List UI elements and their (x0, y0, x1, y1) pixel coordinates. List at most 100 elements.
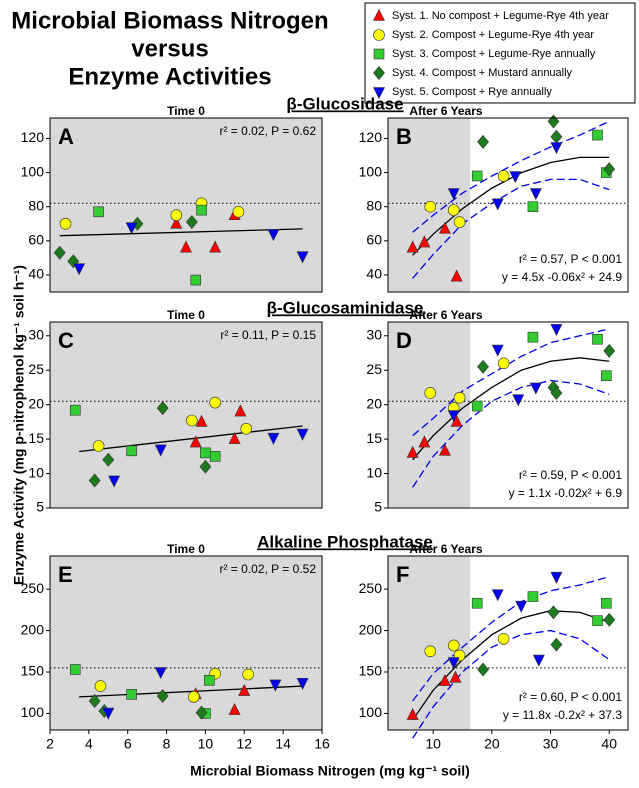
point (453, 391, 466, 404)
y-tick-label: 150 (21, 663, 45, 679)
y-tick-label: 250 (21, 580, 45, 596)
point (491, 198, 504, 211)
y-tick-label: 100 (359, 704, 383, 720)
y-tick-label: 60 (28, 232, 44, 248)
point (269, 679, 282, 692)
point (195, 414, 208, 427)
point (156, 401, 169, 416)
point (449, 670, 462, 683)
point (532, 654, 545, 667)
legend-marker (373, 66, 385, 80)
fit-stats: r² = 0.02, P = 0.52 (219, 562, 316, 576)
legend-marker (373, 29, 385, 41)
point (550, 385, 563, 400)
fit-equation: y = 1.1x -0.02x² + 6.9 (509, 486, 623, 500)
figure-title: versus (131, 35, 208, 62)
point (156, 689, 169, 703)
point (550, 637, 563, 652)
point (592, 333, 603, 345)
point (69, 664, 81, 675)
x-tick-label: 10 (425, 736, 441, 752)
legend-label: Syst. 4. Compost + Mustard annually (392, 67, 573, 79)
point (438, 673, 451, 686)
plot-border (387, 555, 629, 731)
point (515, 600, 528, 613)
fit-equation: y = 4.5x -0.06x² + 24.9 (502, 270, 622, 284)
legend-label: Syst. 2. Compost + Legume-Rye 4th year (392, 29, 594, 41)
point (497, 357, 510, 370)
y-tick-label: 200 (359, 621, 383, 637)
section-title: β-Glucosaminidase (267, 298, 424, 317)
x-tick-label: 2 (46, 736, 54, 752)
point (126, 689, 137, 700)
fit-line (79, 685, 303, 698)
point (88, 694, 101, 708)
y-tick-label: 10 (366, 464, 382, 480)
y-tick-label: 120 (21, 129, 45, 145)
x-axis-label: Microbial Biomass Nitrogen (mg kg⁻¹ soil… (190, 763, 470, 779)
plot-border (387, 321, 629, 509)
point (424, 645, 437, 658)
y-tick-label: 15 (366, 430, 382, 446)
point (154, 667, 167, 680)
point (527, 331, 539, 343)
y-tick-label: 25 (28, 361, 44, 377)
point (550, 324, 563, 337)
point (592, 615, 603, 626)
x-tick-label: 40 (601, 736, 617, 752)
point (406, 240, 419, 253)
y-tick-label: 80 (366, 197, 382, 213)
y-tick-label: 100 (21, 163, 45, 179)
panel-letter: D (396, 328, 412, 353)
x-tick-label: 16 (314, 736, 330, 752)
fit-stats: r² = 0.60, P < 0.001 (519, 690, 623, 704)
y-tick-label: 30 (366, 326, 382, 342)
plot-border (49, 555, 323, 731)
point (424, 387, 437, 399)
panel-header: Time 0 (167, 542, 205, 556)
point (603, 343, 616, 358)
legend-box (364, 2, 636, 104)
point (447, 204, 460, 216)
point (438, 221, 451, 234)
ci-upper (412, 576, 610, 702)
point (126, 445, 137, 457)
point (424, 200, 437, 213)
fit-stats: r² = 0.11, P = 0.15 (220, 328, 316, 342)
fit-line (79, 425, 303, 453)
point (600, 370, 612, 382)
point (418, 435, 431, 448)
fit-line (412, 357, 610, 461)
point (238, 683, 251, 696)
panel-header: Time 0 (167, 308, 205, 322)
point (102, 452, 115, 467)
point (200, 447, 211, 459)
point (471, 400, 483, 412)
panel-letter: E (58, 562, 73, 587)
point (491, 344, 504, 357)
point (228, 431, 241, 444)
point (92, 440, 105, 452)
panel-header: After 6 Years (409, 542, 482, 556)
point (447, 188, 460, 201)
point (547, 605, 560, 620)
point (477, 134, 489, 149)
y-tick-label: 120 (359, 129, 383, 145)
point (438, 443, 451, 456)
point (406, 445, 419, 458)
point (154, 444, 167, 457)
point (453, 216, 466, 228)
point (94, 680, 107, 692)
point (73, 263, 86, 276)
ci-lower (412, 379, 610, 488)
point (185, 215, 198, 230)
y-tick-label: 100 (21, 704, 45, 720)
point (447, 410, 460, 423)
point (527, 201, 539, 213)
legend-marker (373, 48, 385, 60)
y-tick-label: 25 (366, 361, 382, 377)
point (497, 170, 510, 182)
point (190, 274, 202, 286)
point (102, 707, 115, 720)
